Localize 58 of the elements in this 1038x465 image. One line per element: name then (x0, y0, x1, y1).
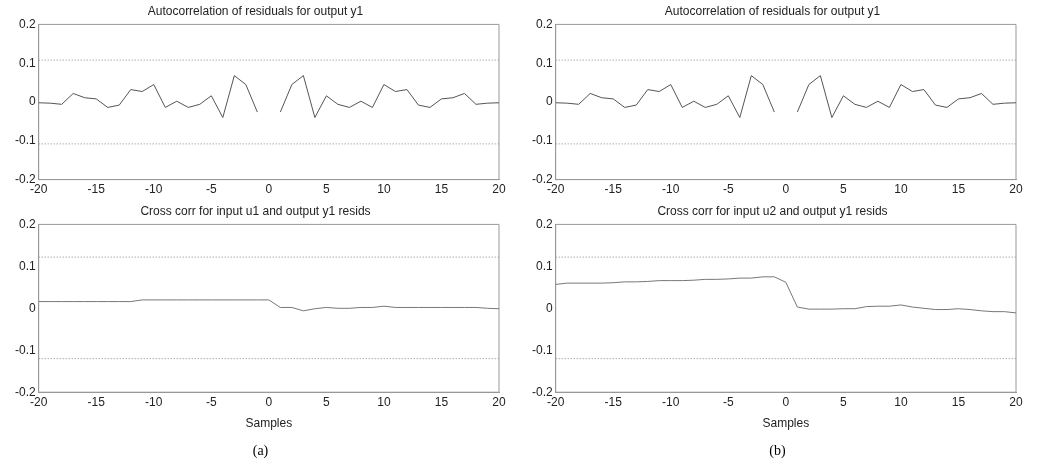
y-tick-label: 0.2 (535, 16, 553, 31)
x-tick-label: -15 (87, 394, 106, 409)
x-tick-label: -5 (205, 182, 217, 197)
text: (a) (251, 443, 270, 459)
y-tick-label: 0 (545, 94, 553, 109)
x-tick-label: 5 (840, 394, 848, 409)
x-tick-label: -5 (722, 394, 734, 409)
chart-title: Cross corr for input u2 and output y1 resids (657, 203, 888, 218)
x-tick-label: -10 (145, 182, 163, 197)
y-tick-label: 0.1 (535, 258, 553, 273)
y-tick-label: 0.2 (535, 216, 553, 231)
text: (b) (768, 443, 787, 459)
chart-title: Autocorrelation of residuals for output y1 (664, 3, 881, 18)
y-tick-label: 0.1 (535, 55, 553, 70)
x-tick-label: 0 (265, 394, 273, 409)
y-tick-label: 0 (545, 300, 553, 315)
x-tick-label: 15 (434, 394, 449, 409)
x-tick-label: -15 (604, 182, 623, 197)
x-axis-title: Samples (245, 416, 293, 431)
x-tick-label: 10 (377, 182, 391, 197)
x-tick-label: 10 (894, 394, 908, 409)
x-tick-label: 10 (377, 394, 391, 409)
y-tick-label: 0.2 (18, 216, 36, 231)
y-tick-label: 0.2 (18, 16, 36, 31)
x-tick-label: -10 (145, 394, 163, 409)
x-tick-label: -5 (205, 394, 217, 409)
x-tick-label: 20 (492, 394, 506, 409)
x-tick-label: -10 (662, 394, 680, 409)
y-tick-label: -0.1 (14, 133, 36, 148)
chart-title: Cross corr for input u1 and output y1 resids (140, 203, 371, 218)
chart-title: Autocorrelation of residuals for output y1 (147, 3, 364, 18)
y-tick-label: 0.1 (18, 258, 36, 273)
x-tick-label: 0 (782, 182, 790, 197)
x-tick-label: 20 (492, 182, 506, 197)
y-tick-label: -0.1 (14, 342, 36, 357)
y-tick-label: -0.2 (531, 384, 553, 399)
y-tick-label: -0.2 (14, 384, 36, 399)
x-tick-label: -15 (604, 394, 623, 409)
x-axis-title: Samples (762, 416, 810, 431)
x-tick-label: 20 (1009, 182, 1023, 197)
x-tick-label: 5 (323, 182, 331, 197)
x-tick-label: 15 (951, 182, 966, 197)
y-tick-label: -0.1 (531, 133, 553, 148)
x-tick-label: -10 (662, 182, 680, 197)
y-tick-label: 0.1 (18, 55, 36, 70)
y-tick-label: -0.1 (531, 342, 553, 357)
x-tick-label: 5 (840, 182, 848, 197)
x-tick-label: 5 (323, 394, 331, 409)
y-tick-label: 0 (28, 94, 36, 109)
x-tick-label: 0 (265, 182, 273, 197)
x-tick-label: -15 (87, 182, 106, 197)
x-tick-label: 15 (434, 182, 449, 197)
x-tick-label: 10 (894, 182, 908, 197)
x-tick-label: 15 (951, 394, 966, 409)
x-tick-label: -5 (722, 182, 734, 197)
x-tick-label: 0 (782, 394, 790, 409)
x-tick-label: 20 (1009, 394, 1023, 409)
y-tick-label: 0 (28, 300, 36, 315)
